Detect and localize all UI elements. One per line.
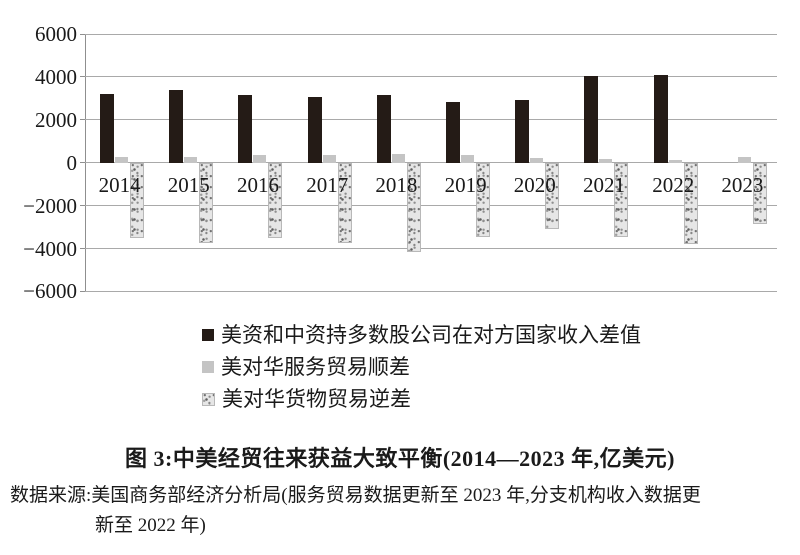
y-axis-label-−2000: −2000 xyxy=(23,193,77,218)
goods-deficit-bar-2018 xyxy=(406,162,421,252)
goods-deficit-bar-2023 xyxy=(752,162,767,224)
services-surplus-bar-2019 xyxy=(461,154,474,163)
services-surplus-bar-2020 xyxy=(530,157,544,163)
income-diff-bar-2017 xyxy=(307,97,322,163)
goods-deficit-bar-2021 xyxy=(614,162,629,237)
chart-legend: 美资和中资持多数股公司在对方国家收入差值 美对华服务贸易顺差 美对华货物贸易逆差 xyxy=(202,324,641,420)
income-diff-bar-2019 xyxy=(446,101,460,163)
bar-group-2017: 2017 xyxy=(293,34,362,291)
gridline-−2000 xyxy=(85,205,777,207)
x-tick-label-2023: 2023 xyxy=(721,172,764,197)
bar-group-2016: 2016 xyxy=(223,34,292,291)
bar-group-2015: 2015 xyxy=(154,34,223,291)
bar-group-2020: 2020 xyxy=(500,34,569,291)
bar-group-2023: 2023 xyxy=(708,34,777,291)
y-axis-label-0: 0 xyxy=(66,150,78,175)
services-surplus-bar-2017 xyxy=(322,154,336,163)
y-axis-label-−4000: −4000 xyxy=(23,236,77,261)
income-diff-bar-2016 xyxy=(238,95,253,163)
gridline-−4000 xyxy=(85,248,777,249)
gridline-0 xyxy=(85,162,777,164)
x-tick-label-2016: 2016 xyxy=(236,172,279,197)
legend-label-services-surplus: 美对华服务贸易顺差 xyxy=(221,355,410,379)
legend-swatch-solid-black-icon xyxy=(202,329,214,341)
y-tick-mark xyxy=(80,290,85,292)
goods-deficit-bar-2016 xyxy=(268,162,283,238)
y-tick-mark xyxy=(80,248,85,249)
income-diff-bar-2022 xyxy=(653,74,668,163)
gridline-2000 xyxy=(85,119,777,121)
services-surplus-bar-2015 xyxy=(184,156,198,163)
services-surplus-bar-2023 xyxy=(737,156,751,163)
income-diff-bar-2018 xyxy=(376,95,391,163)
y-tick-mark xyxy=(80,119,85,121)
plot-area: 2014 2015 2016 2017 2018 2019 2020 2021 2022 2023 xyxy=(80,33,777,292)
legend-swatch-speckled-icon xyxy=(202,392,215,406)
y-axis-label-6000: 6000 xyxy=(35,22,77,46)
income-diff-bar-2021 xyxy=(584,75,599,163)
services-surplus-bar-2022 xyxy=(668,160,682,163)
bar-group-2019: 2019 xyxy=(431,34,500,291)
x-tick-label-2021: 2021 xyxy=(582,172,625,197)
legend-item-services-surplus: 美对华服务贸易顺差 xyxy=(202,356,641,378)
y-tick-mark xyxy=(80,162,85,164)
y-axis-label-−6000: −6000 xyxy=(23,279,77,304)
goods-deficit-bar-2020 xyxy=(545,162,560,230)
services-surplus-bar-2021 xyxy=(599,159,613,163)
goods-deficit-bar-2017 xyxy=(337,162,352,244)
bar-group-2014: 2014 xyxy=(85,34,154,291)
legend-item-income-diff: 美资和中资持多数股公司在对方国家收入差值 xyxy=(202,324,641,346)
y-axis-label-2000: 2000 xyxy=(35,107,77,132)
gridline-−6000 xyxy=(85,290,777,292)
figure-caption: 图 3:中美经贸往来获益大致平衡(2014—2023 年,亿美元) xyxy=(125,446,675,471)
goods-deficit-bar-2014 xyxy=(130,162,144,238)
x-tick-label-2014: 2014 xyxy=(98,172,141,197)
legend-swatch-solid-gray-icon xyxy=(202,361,214,373)
gridline-6000 xyxy=(85,33,777,35)
y-tick-mark xyxy=(80,76,85,78)
legend-item-goods-deficit: 美对华货物贸易逆差 xyxy=(202,388,641,410)
bar-group-2022: 2022 xyxy=(639,34,708,291)
services-surplus-bar-2016 xyxy=(253,154,267,163)
x-tick-label-2020: 2020 xyxy=(513,172,556,197)
data-source-line2: 新至 2022 年) xyxy=(95,515,206,536)
x-tick-label-2018: 2018 xyxy=(375,172,418,197)
bar-chart: 2014 2015 2016 2017 2018 2019 2020 2021 2022 2023… xyxy=(23,22,777,304)
services-surplus-bar-2018 xyxy=(391,154,405,163)
legend-label-income-diff: 美资和中资持多数股公司在对方国家收入差值 xyxy=(221,323,641,347)
goods-deficit-bar-2019 xyxy=(476,162,490,237)
y-axis-label-4000: 4000 xyxy=(35,64,77,89)
income-diff-bar-2015 xyxy=(169,90,184,163)
x-tick-label-2019: 2019 xyxy=(444,172,487,197)
goods-deficit-bar-2015 xyxy=(199,162,214,244)
services-surplus-bar-2014 xyxy=(115,157,128,163)
y-tick-mark xyxy=(80,33,85,35)
x-tick-label-2015: 2015 xyxy=(167,172,210,197)
x-tick-label-2017: 2017 xyxy=(306,172,349,197)
bar-group-2018: 2018 xyxy=(362,34,431,291)
gridline-4000 xyxy=(85,76,777,78)
x-tick-label-2022: 2022 xyxy=(652,172,695,197)
goods-deficit-bar-2022 xyxy=(683,162,698,245)
income-diff-bar-2014 xyxy=(100,94,114,163)
income-diff-bar-2020 xyxy=(515,100,530,163)
legend-label-goods-deficit: 美对华货物贸易逆差 xyxy=(222,387,411,411)
bar-group-2021: 2021 xyxy=(569,34,638,291)
y-tick-mark xyxy=(80,205,85,207)
data-source-line1: 数据来源:美国商务部经济分析局(服务贸易数据更新至 2023 年,分支机构收入数… xyxy=(10,485,701,506)
